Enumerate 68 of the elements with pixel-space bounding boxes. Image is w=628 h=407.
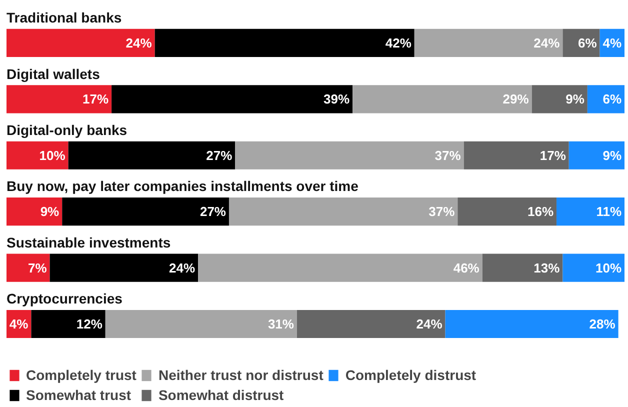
legend-label: Somewhat trust	[26, 387, 132, 403]
bar	[568, 141, 624, 170]
legend-label: Completely distrust	[345, 367, 476, 383]
data-label: 6%	[602, 92, 622, 107]
data-label: 37%	[428, 204, 456, 220]
data-label: 42%	[385, 35, 412, 50]
bar	[105, 310, 297, 338]
bar	[562, 254, 624, 282]
data-label: 24%	[534, 35, 560, 50]
y-tick-label: Cryptocurrencies	[6, 290, 123, 307]
data-label: 12%	[76, 316, 103, 332]
y-tick-label: Buy now, pay later companies installments over time	[6, 178, 359, 194]
bar	[154, 28, 414, 58]
data-label: 9%	[566, 92, 585, 107]
legend-label: Completely trust	[26, 367, 136, 383]
bar	[352, 85, 532, 114]
data-label: 28%	[589, 316, 616, 332]
y-tick-label: Sustainable investments	[6, 234, 171, 250]
bar	[482, 254, 563, 282]
bar	[228, 198, 458, 226]
data-label: 11%	[596, 204, 622, 220]
data-label: 24%	[169, 260, 196, 276]
bar	[6, 254, 50, 282]
legend-label: Neither trust nor distrust	[158, 367, 324, 383]
bar	[532, 85, 588, 114]
data-label: 31%	[268, 316, 294, 332]
data-label: 9%	[40, 204, 60, 220]
bar	[31, 310, 106, 338]
data-label: 6%	[578, 35, 598, 50]
bar	[414, 28, 563, 58]
data-label: 27%	[200, 204, 226, 220]
bar	[6, 198, 62, 226]
bar	[562, 28, 600, 58]
data-label: 4%	[9, 316, 29, 332]
y-tick-label: Digital wallets	[6, 66, 100, 82]
bar	[62, 198, 229, 226]
bar	[6, 85, 112, 114]
data-label: 27%	[206, 148, 233, 163]
data-label: 16%	[528, 204, 554, 220]
data-label: 37%	[434, 148, 462, 163]
data-label: 9%	[602, 148, 622, 163]
bar	[235, 141, 464, 170]
data-label: 46%	[453, 260, 480, 276]
y-tick-label: Traditional banks	[6, 10, 122, 26]
legend-label: Somewhat distrust	[158, 387, 284, 403]
data-label: 24%	[126, 35, 152, 50]
data-label: 10%	[595, 260, 622, 276]
bar	[6, 141, 68, 170]
bar	[556, 198, 624, 226]
data-label: 17%	[82, 92, 109, 107]
bar	[296, 310, 446, 338]
bar	[112, 85, 353, 114]
data-label: 10%	[39, 148, 66, 163]
bar	[458, 198, 557, 226]
bar	[68, 141, 236, 170]
data-label: 13%	[534, 260, 560, 276]
bar	[198, 254, 482, 282]
data-label: 7%	[28, 260, 48, 276]
bar	[6, 28, 155, 58]
data-label: 39%	[324, 92, 350, 107]
data-label: 24%	[416, 316, 443, 332]
y-tick-label: Digital-only banks	[6, 122, 128, 138]
data-label: 4%	[602, 35, 622, 50]
bar	[50, 254, 198, 282]
data-label: 29%	[502, 92, 530, 107]
data-label: 17%	[540, 148, 566, 163]
bar	[464, 141, 569, 170]
bar	[445, 310, 618, 338]
